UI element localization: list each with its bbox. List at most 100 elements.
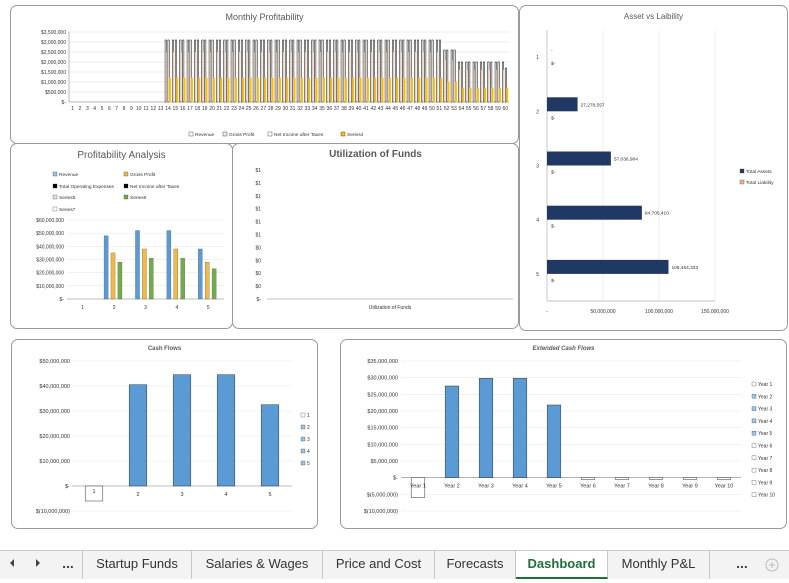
y-tick-label: $20,000,000 <box>367 409 398 415</box>
x-tick-label: 19 <box>202 106 208 112</box>
bar <box>276 51 279 103</box>
bar <box>211 268 217 300</box>
bar <box>402 39 405 103</box>
bar <box>387 39 390 103</box>
bar <box>245 39 248 103</box>
bar <box>466 69 469 103</box>
chart-title: Monthly Profitability <box>225 12 304 22</box>
bar <box>239 51 242 103</box>
tab-monthly-pl[interactable]: Monthly P&L <box>608 551 710 579</box>
bar <box>277 39 280 103</box>
x-tick-label: 55 <box>466 106 472 112</box>
bar <box>176 77 179 103</box>
bar <box>254 51 257 103</box>
bar <box>217 51 220 103</box>
bar <box>547 259 669 274</box>
y-tick-label: $0 <box>255 258 261 264</box>
cash-flows-chart[interactable]: Cash Flows $(10,000,000) $- $10,000,000 $20… <box>11 339 318 529</box>
chevron-right-icon[interactable] <box>30 551 46 579</box>
bar <box>580 477 596 480</box>
bar <box>478 378 494 478</box>
x-tick-label: 20 <box>209 106 215 112</box>
bar <box>326 39 328 103</box>
y-tick-label: $1 <box>255 181 261 187</box>
profitability-analysis-chart[interactable]: Profitability Analysis $- $10,000,000 $20,… <box>10 143 233 329</box>
bar <box>409 39 412 103</box>
x-tick-label: 2 <box>136 492 139 498</box>
legend-label: 2 <box>307 425 310 431</box>
extended-cash-flows-chart[interactable]: Extended Cash Flows $(10,000,000) $(5,000… <box>340 339 787 529</box>
legend-label: 4 <box>307 449 310 455</box>
bar <box>290 51 293 103</box>
legend-label: Year 3 <box>758 407 772 413</box>
legend-label: Net Income after Taxes <box>130 184 180 190</box>
more-tabs-right[interactable]: ... <box>736 555 748 571</box>
bar <box>389 77 391 103</box>
bar <box>301 77 303 103</box>
legend-swatch <box>751 381 757 387</box>
more-tabs-left[interactable]: ... <box>62 555 74 571</box>
monthly-profitability-chart[interactable]: Monthly Profitability $- $500,000 $1,000,0… <box>10 5 519 144</box>
bar <box>267 39 270 103</box>
bar <box>172 39 174 103</box>
legend-label: Year 1 <box>758 382 772 388</box>
bar <box>233 39 236 103</box>
bar <box>459 69 462 103</box>
x-tick-label: 41 <box>363 106 369 112</box>
bar <box>469 87 472 103</box>
chevron-left-icon[interactable] <box>4 551 20 579</box>
bar <box>481 69 484 103</box>
bar <box>547 205 642 220</box>
bar <box>496 69 499 103</box>
bar <box>308 77 311 103</box>
bar <box>182 39 185 103</box>
tab-salaries-wages[interactable]: Salaries & Wages <box>192 551 323 579</box>
x-tick-label: 8 <box>123 106 126 112</box>
bar <box>482 61 485 103</box>
y-tick-label: $1 <box>255 168 261 174</box>
legend-swatch <box>751 406 757 411</box>
bar <box>440 77 443 103</box>
bar <box>314 39 317 103</box>
x-tick-label: 45 <box>393 106 399 112</box>
bar <box>403 77 406 103</box>
legend-label: Year 7 <box>758 456 772 462</box>
profit-plot: $- $10,000,000 $20,000,000 $30,000,000 $40,0… <box>36 171 224 311</box>
bar <box>480 61 482 103</box>
asset-vs-liability-chart[interactable]: Asset vs Laibility - 50,000,000 100,000,00… <box>519 5 788 331</box>
bar <box>333 39 336 103</box>
x-tick-label: 16 <box>180 106 186 112</box>
bar <box>380 39 383 103</box>
x-tick-label: 27 <box>261 106 267 112</box>
bar <box>472 61 475 103</box>
y-tick-label: $(5,000,000) <box>367 492 398 498</box>
data-label: 108,464,333 <box>671 265 698 271</box>
bar <box>262 39 265 103</box>
plus-circle-icon[interactable] <box>762 551 782 579</box>
util-plot: $- $0 $0 $0 $0 $1 $1 $1 $1 $1 $1 Utilization of Fun… <box>255 168 513 311</box>
tab-dashboard[interactable]: Dashboard <box>516 551 608 579</box>
x-tick-label: 48 <box>415 106 421 112</box>
y-tick-label: 5 <box>536 272 539 278</box>
x-tick-label: 2 <box>79 106 82 112</box>
y-tick-label: $25,000,000 <box>367 392 398 398</box>
x-tick-label: 6 <box>108 106 111 112</box>
tab-price-and-cost[interactable]: Price and Cost <box>323 551 435 579</box>
y-tick-label: $- <box>60 297 65 303</box>
x-tick-label: 15 <box>173 106 179 112</box>
bar <box>416 39 419 103</box>
bar <box>260 404 280 487</box>
legend-label: Gross Profit <box>229 132 255 138</box>
x-tick-label: 5 <box>207 305 210 311</box>
tab-startup-funds[interactable]: Startup Funds <box>82 551 192 579</box>
chart-title: Asset vs Laibility <box>623 12 684 21</box>
bar <box>173 248 178 300</box>
x-tick-label: Year 8 <box>648 484 664 490</box>
legend-swatch <box>751 418 757 424</box>
tab-forecasts[interactable]: Forecasts <box>435 551 516 579</box>
bar <box>502 61 504 103</box>
y-tick-label: $- <box>62 100 67 106</box>
utilization-of-funds-chart[interactable]: Utilization of Funds $- $0 $0 $0 $0 $1 $1 $1 $1 $… <box>232 143 519 329</box>
legend-label: Revenue <box>59 172 79 178</box>
x-tick-label: 4 <box>93 106 96 112</box>
